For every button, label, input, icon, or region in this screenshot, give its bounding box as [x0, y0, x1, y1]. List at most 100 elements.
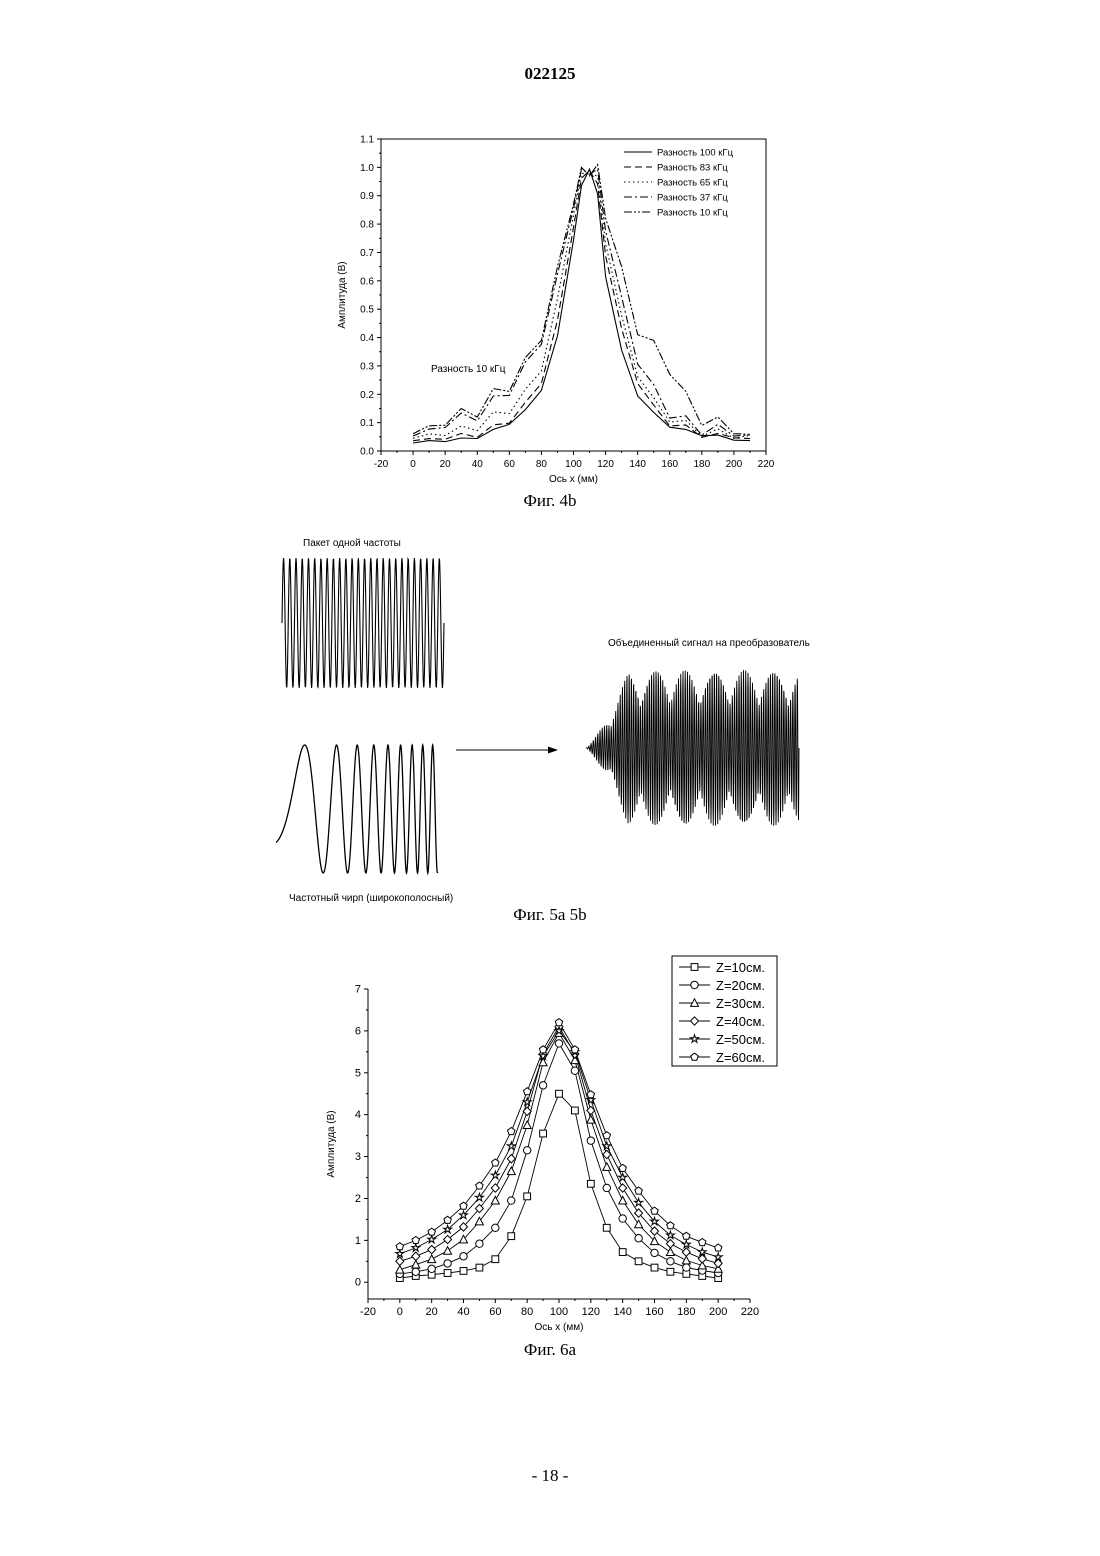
fig6a-data-point: [523, 1121, 531, 1129]
fig6a-data-point: [571, 1067, 578, 1074]
fig6a-x-tick-label: 200: [709, 1306, 727, 1318]
fig6a-data-point: [683, 1264, 690, 1271]
fig6a-data-point: [619, 1196, 627, 1204]
fig6a-data-point: [476, 1182, 483, 1189]
fig6a-data-point: [508, 1233, 515, 1240]
fig6a-data-point: [428, 1235, 436, 1243]
fig6a-legend-label: Z=40см.: [716, 1014, 765, 1029]
fig6a-data-point: [556, 1090, 563, 1097]
fig6a-y-tick-label: 7: [355, 984, 361, 996]
fig6a-data-point: [682, 1248, 690, 1256]
fig6a-data-point: [412, 1260, 420, 1268]
fig6a-data-point: [444, 1247, 452, 1255]
fig6a-data-point: [523, 1147, 530, 1154]
fig6a-data-point: [699, 1239, 707, 1246]
fig6a-y-axis-label: Амплитуда (В): [326, 1110, 337, 1177]
fig6a-x-tick-label: 140: [613, 1306, 631, 1318]
fig6a-data-point: [635, 1235, 642, 1242]
fig6a-data-point: [667, 1258, 674, 1265]
fig6a-data-point: [412, 1237, 420, 1244]
fig6a-data-point: [572, 1107, 579, 1114]
fig6a-data-point: [683, 1232, 690, 1239]
fig6a-data-point: [507, 1167, 515, 1175]
fig6a-data-point: [396, 1250, 404, 1258]
fig6a-data-point: [524, 1088, 531, 1095]
fig6a-data-point: [555, 1040, 562, 1047]
fig6a-data-point: [412, 1252, 420, 1260]
fig6a-legend-marker: [691, 981, 698, 988]
fig6a-data-point: [444, 1235, 452, 1243]
fig6a-data-point: [635, 1187, 642, 1194]
fig6a-chart: -200204060801001201401601802002200123456…: [0, 0, 1100, 1360]
fig6a-data-point: [444, 1260, 451, 1267]
fig6a-data-point: [412, 1268, 419, 1275]
fig6a-legend-marker: [691, 964, 698, 971]
fig6a-y-tick-label: 2: [355, 1193, 361, 1205]
fig6a-y-tick-label: 5: [355, 1067, 361, 1079]
fig6a-data-point: [492, 1224, 499, 1231]
fig6a-data-point: [651, 1249, 658, 1256]
fig6a-data-point: [619, 1215, 626, 1222]
fig6a-data-point: [396, 1243, 403, 1250]
fig6a-data-point: [460, 1268, 467, 1275]
fig6a-data-point: [715, 1244, 722, 1251]
fig6a-x-axis-label: Ось x (мм): [535, 1322, 584, 1333]
fig6a-x-tick-label: 0: [397, 1306, 403, 1318]
fig6a-data-point: [428, 1265, 435, 1272]
fig6a-legend-label: Z=60см.: [716, 1050, 765, 1065]
fig6a-data-point: [412, 1244, 420, 1252]
fig6a-data-point: [635, 1198, 643, 1206]
fig6a-legend-label: Z=50см.: [716, 1032, 765, 1047]
fig6a-data-point: [492, 1256, 499, 1263]
fig6a-data-point: [444, 1270, 451, 1277]
fig6a-data-point: [571, 1046, 578, 1053]
fig6a-data-point: [587, 1137, 594, 1144]
fig6a-data-point: [603, 1132, 611, 1139]
fig6a-data-point: [666, 1248, 674, 1256]
fig6a-data-point: [460, 1253, 467, 1260]
fig6a-data-point: [507, 1142, 515, 1150]
fig6a-data-point: [667, 1268, 674, 1275]
fig6a-x-tick-label: -20: [360, 1306, 376, 1318]
fig6a-data-point: [619, 1173, 627, 1181]
fig6a-data-point: [555, 1019, 562, 1026]
fig6a-data-point: [396, 1266, 404, 1274]
fig6a-data-point: [619, 1249, 626, 1256]
fig6a-data-point: [635, 1258, 642, 1265]
fig6a-y-tick-label: 3: [355, 1151, 361, 1163]
fig6a-data-point: [492, 1159, 499, 1166]
fig6a-data-point: [651, 1264, 658, 1271]
fig6a-legend-label: Z=30см.: [716, 996, 765, 1011]
fig6a-data-point: [682, 1240, 690, 1248]
fig6a-data-point: [476, 1240, 483, 1247]
fig6a-data-point: [476, 1264, 483, 1271]
fig6a-data-point: [603, 1224, 610, 1231]
fig6a-data-point: [507, 1155, 515, 1163]
fig6a-data-point: [603, 1184, 610, 1191]
fig6a-data-point: [682, 1256, 690, 1264]
fig6a-data-point: [539, 1046, 546, 1053]
fig6a-y-tick-label: 0: [355, 1277, 361, 1289]
fig6a-data-point: [475, 1193, 483, 1201]
fig6a-x-tick-label: 40: [457, 1306, 469, 1318]
fig6a-series-line: [400, 1023, 718, 1248]
fig6a-x-tick-label: 180: [677, 1306, 695, 1318]
fig6a-x-tick-label: 80: [521, 1306, 533, 1318]
fig6a-data-point: [603, 1142, 611, 1150]
fig6a-plot-area: -200204060801001201401601802002200123456…: [326, 956, 777, 1333]
fig6a-data-point: [619, 1184, 627, 1192]
fig6a-data-point: [491, 1171, 499, 1179]
fig6a-y-tick-label: 6: [355, 1025, 361, 1037]
fig6a-y-tick-label: 4: [355, 1109, 361, 1121]
fig6a-data-point: [508, 1197, 515, 1204]
fig6a-x-tick-label: 20: [426, 1306, 438, 1318]
fig6a-data-point: [666, 1231, 674, 1239]
fig6a-caption: Фиг. 6a: [0, 1340, 1100, 1360]
fig6a-legend-label: Z=20см.: [716, 978, 765, 993]
fig6a-data-point: [635, 1220, 643, 1228]
fig6a-data-point: [666, 1240, 674, 1248]
fig6a-data-point: [396, 1257, 404, 1265]
fig6a-data-point: [587, 1180, 594, 1187]
fig6a-legend-label: Z=10см.: [716, 960, 765, 975]
fig6a-x-tick-label: 160: [645, 1306, 663, 1318]
